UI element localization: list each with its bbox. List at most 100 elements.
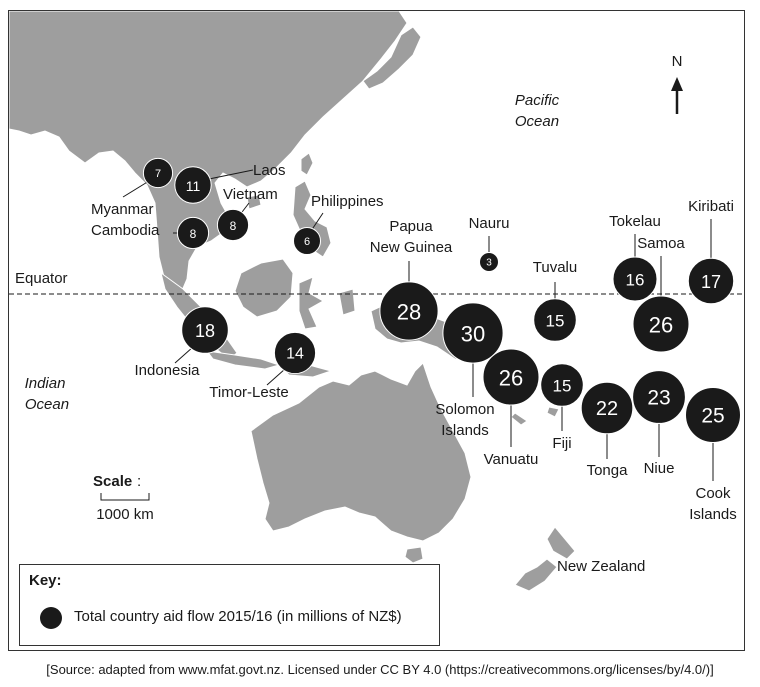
- java-landmass: [205, 350, 281, 370]
- tonga-aid-value: 22: [596, 398, 618, 420]
- tonga-aid-bubble: [580, 381, 634, 435]
- hainan-landmass: [246, 194, 262, 210]
- tuvalu-label: Tuvalu: [533, 259, 577, 276]
- indonesia-label: Indonesia: [134, 362, 200, 379]
- key-title: Key:: [29, 572, 62, 589]
- indonesia-leader-line: [174, 346, 194, 364]
- kiribati-label: Kiribati: [688, 198, 734, 215]
- philippines-aid-bubble: [293, 227, 321, 255]
- north-arrow-label: N: [672, 53, 683, 70]
- north-arrow: N: [671, 53, 683, 114]
- asia-mainland-landmass: [9, 11, 408, 300]
- fiji-label: Fiji: [552, 435, 571, 452]
- cook-islands-aid-value: 25: [701, 405, 724, 428]
- niue-label: Niue: [644, 460, 675, 477]
- map-frame: 7 11 8 8 6 28 3 15 16 26 17 18 14 30 26 15 22 23 25 Myanma…: [8, 10, 745, 651]
- vanuatu-label: Vanuatu: [484, 451, 539, 468]
- borneo-landmass: [234, 258, 294, 318]
- leader-lines: [122, 169, 714, 481]
- samoa-aid-value: 26: [649, 313, 673, 338]
- japan-landmass: [362, 26, 422, 90]
- land-masses: [9, 11, 576, 592]
- tonga-label: Tonga: [587, 462, 629, 479]
- kiribati-aid-value: 17: [701, 272, 721, 292]
- nauru-label: Nauru: [469, 215, 510, 232]
- source-citation: [Source: adapted from www.mfat.govt.nz. …: [46, 662, 714, 677]
- cook-islands-label-line1: Cook: [695, 485, 731, 502]
- fiji-landmass: [546, 406, 560, 418]
- cambodia-aid-bubble: [176, 216, 210, 250]
- cambodia-aid-value: 8: [190, 227, 197, 241]
- cook-islands-label-line2: Islands: [689, 506, 737, 523]
- map-canvas: 7 11 8 8 6 28 3 15 16 26 17 18 14 30 26 15 22 23 25 Myanma…: [9, 11, 744, 592]
- sulawesi-landmass: [298, 276, 325, 330]
- tokelau-aid-value: 16: [626, 271, 645, 290]
- vanuatu-aid-bubble: [482, 348, 540, 406]
- solomon-islands-label-line2: Islands: [441, 422, 489, 439]
- tokelau-label: Tokelau: [609, 213, 661, 230]
- tasmania-landmass: [404, 546, 424, 564]
- new-zealand-label: New Zealand: [557, 558, 645, 575]
- laos-leader-line: [208, 169, 254, 180]
- moluccas-landmass: [338, 288, 356, 316]
- pacific-ocean-label-line1: Pacific: [515, 92, 560, 109]
- papua-new-guinea-aid-bubble: [379, 281, 439, 341]
- key-bubble-symbol: [40, 607, 62, 629]
- cook-islands-aid-bubble: [685, 387, 741, 443]
- myanmar-aid-value: 7: [155, 168, 161, 180]
- scale-distance: 1000 km: [96, 506, 154, 523]
- aid-bubbles: 7 11 8 8 6 28 3 15 16 26 17 18 14 30 26 15 22 23 25: [142, 157, 741, 443]
- myanmar-aid-bubble: [142, 157, 174, 189]
- timor-leste-label: Timor-Leste: [209, 384, 288, 401]
- timor-leste-aid-bubble: [273, 331, 317, 375]
- papua-new-guinea-label-line1: Papua: [389, 218, 433, 235]
- timor-leste-aid-value: 14: [286, 346, 304, 363]
- vietnam-label: Vietnam: [223, 186, 278, 203]
- indonesia-aid-bubble: [181, 306, 229, 354]
- fiji-aid-value: 15: [553, 377, 572, 396]
- tuvalu-aid-value: 15: [546, 312, 565, 331]
- nauru-aid-value: 3: [486, 258, 492, 269]
- scale-colon: :: [137, 473, 141, 490]
- laos-aid-value: 11: [186, 178, 201, 194]
- scale-bar: Scale : 1000 km: [93, 473, 154, 523]
- philippines-leader-line: [310, 212, 324, 232]
- taiwan-landmass: [300, 152, 314, 176]
- australia-landmass: [250, 362, 472, 542]
- kiribati-aid-bubble: [687, 257, 735, 305]
- samoa-label: Samoa: [637, 235, 685, 252]
- timor-leste-leader-line: [266, 368, 286, 386]
- fiji-aid-bubble: [540, 363, 584, 407]
- philippines-label: Philippines: [311, 193, 384, 210]
- nauru-aid-bubble: [479, 252, 499, 272]
- map-key: Key: Total country aid flow 2015/16 (in …: [19, 564, 440, 646]
- myanmar-label: Myanmar: [91, 201, 154, 218]
- niue-aid-bubble: [632, 370, 686, 424]
- tokelau-aid-bubble: [612, 256, 658, 302]
- papua-new-guinea-aid-value: 28: [397, 300, 421, 325]
- vanuatu-aid-value: 26: [499, 366, 523, 391]
- scale-bar-line: [100, 493, 150, 501]
- solomon-islands-aid-value: 30: [461, 322, 485, 347]
- tuvalu-aid-bubble: [533, 298, 577, 342]
- new-caledonia-landmass: [510, 412, 528, 426]
- indian-ocean-label-line1: Indian: [25, 375, 66, 392]
- vietnam-aid-value: 8: [230, 219, 237, 233]
- country-labels: Myanmar Laos Vietnam Cambodia Philippines Pap…: [91, 162, 737, 523]
- solomon-islands-label-line1: Solomon: [435, 401, 494, 418]
- laos-label: Laos: [253, 162, 286, 179]
- indonesia-aid-value: 18: [195, 321, 215, 341]
- cambodia-label: Cambodia: [91, 222, 160, 239]
- laos-aid-bubble: [174, 166, 212, 204]
- philippines-aid-value: 6: [304, 236, 310, 248]
- north-arrow-head: [671, 77, 683, 91]
- nz-south-landmass: [514, 558, 558, 592]
- solomon-islands-aid-bubble: [442, 302, 504, 364]
- key-label: Total country aid flow 2015/16 (in milli…: [74, 608, 402, 625]
- vietnam-aid-bubble: [216, 208, 250, 242]
- pacific-ocean-label-line2: Ocean: [515, 113, 559, 130]
- indian-ocean-label-line2: Ocean: [25, 396, 69, 413]
- scale-title: Scale: [93, 473, 132, 490]
- papua-new-guinea-label-line2: New Guinea: [370, 239, 453, 256]
- equator-label: Equator: [15, 270, 68, 287]
